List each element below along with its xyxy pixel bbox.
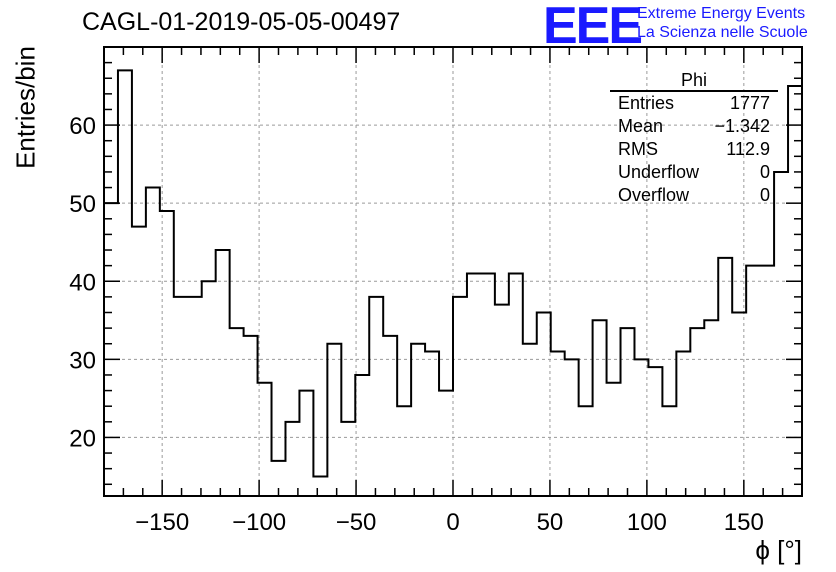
logo-line-2: La Scienza nelle Scuole	[637, 24, 808, 41]
x-axis-label: ϕ [°]	[755, 535, 802, 565]
stats-label: Underflow	[618, 162, 700, 182]
eee-logo: EEE	[543, 0, 643, 55]
stats-row-mean: Mean −1.342	[610, 115, 778, 138]
stats-label: Overflow	[618, 185, 690, 205]
stats-value: 0	[759, 162, 770, 182]
stats-label: Entries	[618, 93, 675, 113]
stats-label: RMS	[618, 139, 658, 159]
y-tick-label: 60	[69, 113, 96, 140]
stats-row-rms: RMS 112.9	[610, 138, 778, 161]
y-tick-label: 40	[69, 269, 96, 296]
stats-value: 0	[759, 185, 770, 205]
stats-histogram-name: Phi	[610, 70, 778, 92]
y-tick-label: 20	[69, 425, 96, 452]
histogram-line	[104, 69, 802, 478]
y-tick-label: 50	[69, 191, 96, 218]
stats-value: −1.342	[714, 116, 770, 136]
stats-row-underflow: Underflow 0	[610, 161, 778, 184]
y-axis-label: Entries/bin	[10, 46, 41, 169]
y-tick-label: 30	[69, 347, 96, 374]
logo-caption: Extreme Energy Events La Scienza nelle S…	[637, 4, 808, 42]
stats-box: Phi Entries 1777 Mean −1.342 RMS 112.9 U…	[610, 70, 778, 207]
tick-labels: −150 −100 −50 0 50 100 150 20 30 40 50 60	[69, 113, 764, 536]
stats-value: 112.9	[726, 139, 770, 159]
stats-row-entries: Entries 1777	[610, 92, 778, 115]
x-tick-label: 100	[627, 509, 667, 536]
x-tick-label: 0	[446, 509, 459, 536]
x-tick-label: −100	[232, 509, 286, 536]
x-tick-label: −150	[135, 509, 189, 536]
stats-label: Mean	[618, 116, 664, 136]
stats-row-overflow: Overflow 0	[610, 184, 778, 207]
x-tick-label: 150	[724, 509, 764, 536]
plot-frame	[103, 46, 803, 497]
chart-title: CAGL-01-2019-05-05-00497	[82, 8, 401, 36]
logo-line-1: Extreme Energy Events	[637, 5, 806, 22]
grid-lines	[104, 47, 802, 496]
stats-value: 1777	[729, 93, 770, 113]
x-tick-label: −50	[336, 509, 377, 536]
x-tick-label: 50	[537, 509, 564, 536]
